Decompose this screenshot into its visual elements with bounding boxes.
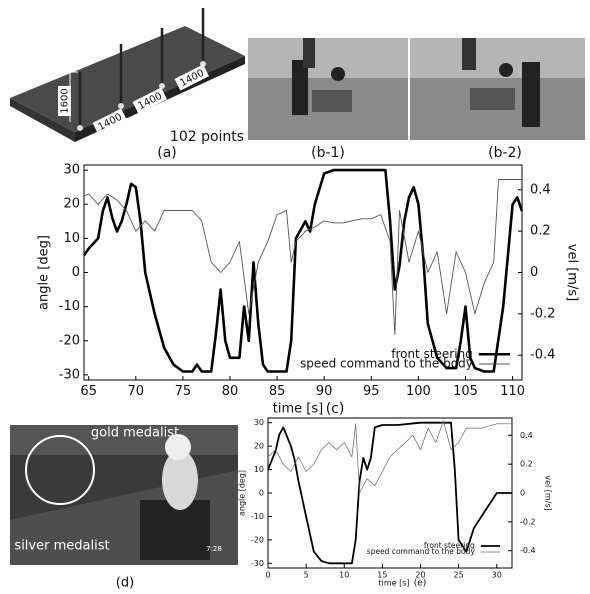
rider bbox=[162, 450, 198, 510]
y-tick-label: -20 bbox=[59, 333, 80, 348]
legend-label: front steering bbox=[391, 347, 473, 361]
highlight-circle bbox=[25, 435, 95, 505]
y2-tick-label: -0.2 bbox=[530, 306, 555, 321]
photo-background bbox=[248, 38, 408, 78]
label-box bbox=[132, 87, 167, 114]
y-axis-label: angle [deg] bbox=[37, 235, 52, 310]
person bbox=[292, 60, 308, 115]
person bbox=[522, 62, 540, 127]
y-tick-label: 20 bbox=[254, 442, 264, 451]
photo-background bbox=[10, 425, 238, 455]
label-box bbox=[58, 86, 71, 116]
series-line bbox=[267, 421, 512, 565]
y2-tick-label: -0.4 bbox=[520, 546, 536, 555]
y2-tick-label: 0.4 bbox=[530, 182, 551, 197]
y-tick-label: -10 bbox=[251, 512, 264, 521]
x-tick-label: 110 bbox=[500, 384, 525, 399]
photo-b2 bbox=[410, 38, 585, 140]
panel-label: (d) bbox=[116, 576, 134, 591]
x-tick-label: 85 bbox=[269, 384, 286, 399]
course-diagram: 1600 1400 1400 1400 102 points (a) bbox=[10, 8, 245, 161]
x-axis-label: time [s] bbox=[273, 402, 323, 417]
point bbox=[118, 103, 124, 109]
y2-tick-label: 0.2 bbox=[530, 224, 551, 239]
plot-frame bbox=[267, 417, 513, 569]
x-tick-label: 5 bbox=[304, 571, 309, 580]
legend-label: speed command to the body bbox=[367, 547, 476, 556]
panel-label: (b-2) bbox=[488, 145, 522, 161]
y-axis-label: angle [deg] bbox=[238, 470, 247, 516]
y-tick-label: 30 bbox=[254, 418, 264, 427]
y-tick-label: 0 bbox=[259, 489, 264, 498]
point bbox=[159, 83, 165, 89]
legend-label: speed command to the body bbox=[300, 357, 473, 371]
y2-tick-label: -0.4 bbox=[530, 348, 555, 363]
x-tick-label: 20 bbox=[415, 571, 425, 580]
x-tick-label: 75 bbox=[175, 384, 192, 399]
y-tick-label: -30 bbox=[251, 559, 264, 568]
photo-b1 bbox=[248, 38, 408, 140]
y2-tick-label: 0 bbox=[530, 265, 538, 280]
y2-tick-label: -0.2 bbox=[520, 517, 536, 526]
x-tick-label: 15 bbox=[377, 571, 387, 580]
panel-label: (b-1) bbox=[311, 145, 345, 161]
rider bbox=[331, 67, 345, 81]
y2-axis-label: vel [m/s] bbox=[544, 475, 553, 510]
y-tick-label: -20 bbox=[251, 535, 264, 544]
x-tick-label: 30 bbox=[492, 571, 502, 580]
photo-background bbox=[410, 38, 585, 78]
y-tick-label: 20 bbox=[63, 197, 80, 212]
board-side bbox=[10, 98, 75, 142]
x-tick-label: 100 bbox=[406, 384, 431, 399]
wheelchair bbox=[312, 90, 352, 112]
y-tick-label: 30 bbox=[63, 163, 80, 178]
label-box bbox=[92, 108, 127, 135]
point bbox=[77, 125, 83, 131]
wheelchair bbox=[470, 88, 515, 110]
y-tick-label: 10 bbox=[63, 231, 80, 246]
panel-label: (c) bbox=[326, 401, 345, 417]
x-tick-label: 90 bbox=[316, 384, 333, 399]
x-tick-label: 95 bbox=[363, 384, 380, 399]
panel-label: (a) bbox=[157, 145, 177, 161]
x-tick-label: 25 bbox=[454, 571, 464, 580]
y2-axis-label: vel [m/s] bbox=[565, 244, 580, 301]
clock-label: 7:28 bbox=[206, 545, 222, 553]
points-label: 102 points bbox=[170, 129, 244, 145]
person bbox=[303, 38, 315, 68]
y-tick-label: -30 bbox=[59, 367, 80, 382]
silver-label: silver medalist bbox=[14, 539, 109, 554]
wheelchair bbox=[140, 500, 210, 560]
series-line bbox=[267, 420, 512, 494]
x-tick-label: 0 bbox=[265, 571, 270, 580]
y-tick-label: 10 bbox=[254, 465, 264, 474]
x-tick-label: 65 bbox=[80, 384, 97, 399]
y-tick-label: 0 bbox=[72, 265, 80, 280]
x-tick-label: 80 bbox=[222, 384, 239, 399]
y2-tick-label: 0.4 bbox=[520, 431, 533, 440]
panel-label: (e) bbox=[414, 579, 427, 589]
series-line bbox=[82, 168, 524, 373]
series-line bbox=[83, 179, 522, 335]
x-axis-label: time [s] bbox=[378, 579, 409, 588]
helmet bbox=[165, 434, 191, 460]
photo-d: gold medalist silver medalist 7:28 bbox=[10, 425, 238, 565]
x-tick-label: 10 bbox=[339, 571, 349, 580]
y2-tick-label: 0.2 bbox=[520, 460, 533, 469]
rider bbox=[499, 63, 513, 77]
height-label: 1600 bbox=[60, 88, 71, 113]
gold-label: gold medalist bbox=[91, 426, 179, 441]
y-tick-label: -10 bbox=[59, 299, 80, 314]
label-box bbox=[174, 64, 209, 91]
person bbox=[462, 38, 476, 70]
legend-label: front steering bbox=[424, 541, 475, 550]
x-tick-label: 70 bbox=[128, 384, 145, 399]
y2-tick-label: 0 bbox=[520, 489, 525, 498]
x-tick-label: 105 bbox=[453, 384, 478, 399]
